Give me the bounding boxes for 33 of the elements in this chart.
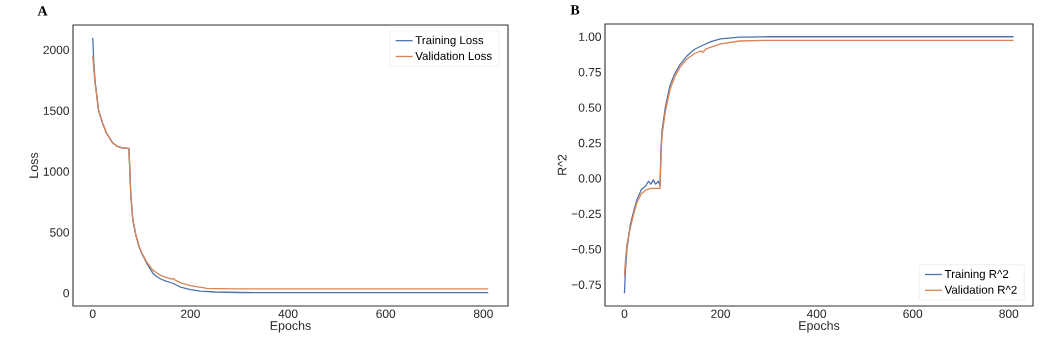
y-tick-label: 1000 — [43, 167, 70, 176]
legend-label: Training Loss — [415, 35, 484, 47]
y-tick-label: 0.50 — [578, 103, 602, 112]
chart-title: B — [570, 5, 580, 15]
x-tick-label: 600 — [903, 309, 923, 318]
chart-title: A — [37, 6, 48, 16]
y-tick-label: 0.25 — [578, 138, 601, 148]
y-tick-label: 0.75 — [578, 67, 601, 77]
y-tick-label: 0.00 — [578, 174, 602, 183]
legend-label: Training R^2 — [944, 269, 1009, 281]
y-tick-label: −0.75 — [571, 280, 601, 289]
x-tick-label: 800 — [999, 309, 1019, 318]
y-tick-label: −0.50 — [571, 245, 602, 254]
x-tick-label: 800 — [473, 309, 493, 318]
x-tick-label: 200 — [181, 309, 200, 318]
y-tick-label: 500 — [50, 228, 70, 237]
x-tick-label: 400 — [806, 309, 827, 318]
y-tick-label: 0 — [63, 289, 70, 298]
y-tick-label: −0.25 — [571, 209, 601, 219]
y-tick-label: 1.00 — [579, 32, 602, 41]
y-axis-title: R^2 — [557, 154, 567, 175]
x-axis-title: Epochs — [799, 320, 840, 333]
x-tick-label: 0 — [621, 309, 628, 318]
x-tick-label: 0 — [89, 309, 96, 318]
y-tick-label: 2000 — [43, 45, 70, 55]
legend-label: Validation Loss — [415, 51, 492, 60]
x-tick-label: 400 — [278, 309, 298, 318]
y-axis-title: Loss — [29, 152, 39, 178]
x-tick-label: 200 — [711, 309, 731, 318]
x-tick-label: 600 — [376, 309, 396, 318]
x-axis-title: Epochs — [270, 320, 311, 333]
y-tick-label: 1500 — [43, 106, 70, 115]
legend-label: Validation R^2 — [944, 285, 1017, 294]
